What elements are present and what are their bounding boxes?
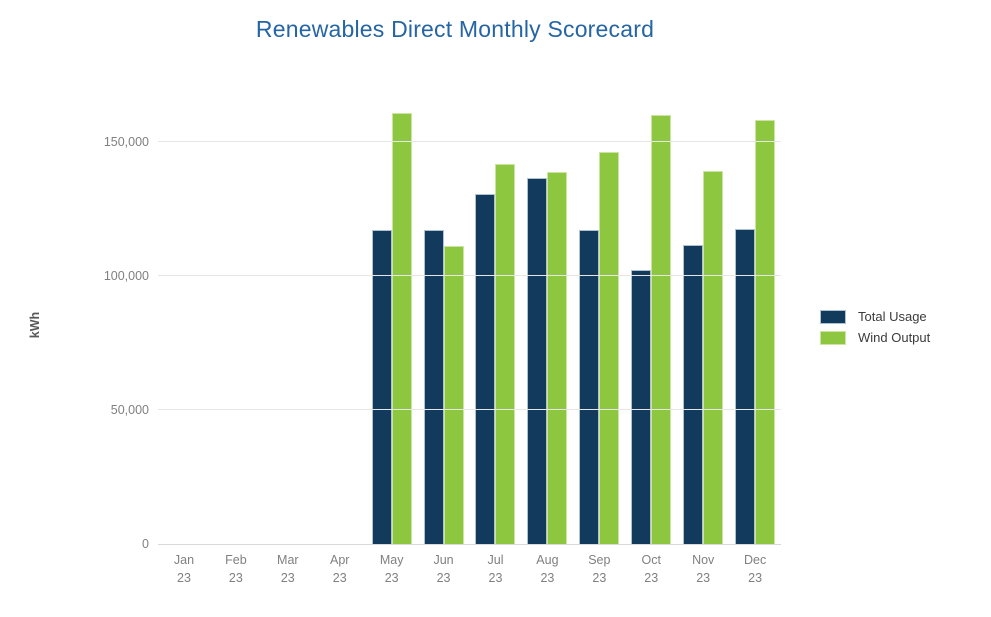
gridline-100000 xyxy=(158,274,781,276)
category-column-jul-23: Jul 23 xyxy=(470,100,522,585)
bar-wind-output-may-23[interactable] xyxy=(391,113,412,544)
category-column-oct-23: Oct 23 xyxy=(625,100,677,585)
x-tick-label-jan-23: Jan 23 xyxy=(173,553,195,585)
legend: Total Usage Wind Output xyxy=(820,309,930,345)
category-column-dec-23: Dec 23 xyxy=(729,100,781,585)
category-column-nov-23: Nov 23 xyxy=(677,100,729,585)
category-column-may-23: May 23 xyxy=(366,100,418,585)
y-tick-label-50000: 50,000 xyxy=(110,402,149,417)
plot-area: Jan 23 Feb 23 Mar 23 Apr 23 May 23 Jun 23 Jul 23 Aug 23… xyxy=(104,100,781,585)
x-tick-label-sep-23: Sep 23 xyxy=(588,553,611,585)
category-column-jan-23: Jan 23 xyxy=(158,100,210,585)
y-axis-label: kWh xyxy=(28,311,42,339)
bar-total-usage-jul-23[interactable] xyxy=(475,193,496,544)
bar-total-usage-oct-23[interactable] xyxy=(631,270,652,544)
bar-wind-output-oct-23[interactable] xyxy=(651,114,672,544)
category-column-mar-23: Mar 23 xyxy=(262,100,314,585)
y-tick-label-100000: 100,000 xyxy=(103,268,149,283)
bar-columns: Jan 23 Feb 23 Mar 23 Apr 23 May 23 Jun 23 Jul 23 Aug 23… xyxy=(158,100,781,585)
legend-label-total-usage: Total Usage xyxy=(858,309,927,324)
x-tick-label-jun-23: Jun 23 xyxy=(433,553,454,585)
bar-wind-output-nov-23[interactable] xyxy=(703,171,724,544)
category-column-apr-23: Apr 23 xyxy=(314,100,366,585)
x-tick-label-feb-23: Feb 23 xyxy=(225,553,247,585)
x-tick-label-jul-23: Jul 23 xyxy=(487,553,504,585)
category-column-jun-23: Jun 23 xyxy=(418,100,470,585)
category-column-aug-23: Aug 23 xyxy=(521,100,573,585)
bar-wind-output-jun-23[interactable] xyxy=(443,246,464,544)
category-column-feb-23: Feb 23 xyxy=(210,100,262,585)
bar-total-usage-may-23[interactable] xyxy=(371,230,392,544)
x-tick-label-oct-23: Oct 23 xyxy=(641,553,661,585)
bar-total-usage-sep-23[interactable] xyxy=(579,230,600,544)
legend-item-total-usage[interactable]: Total Usage xyxy=(820,309,930,324)
x-tick-label-nov-23: Nov 23 xyxy=(692,553,715,585)
x-tick-label-may-23: May 23 xyxy=(379,553,404,585)
bar-total-usage-jun-23[interactable] xyxy=(423,230,444,544)
category-column-sep-23: Sep 23 xyxy=(573,100,625,585)
x-tick-label-mar-23: Mar 23 xyxy=(277,553,299,585)
x-tick-label-aug-23: Aug 23 xyxy=(536,553,559,585)
bar-wind-output-dec-23[interactable] xyxy=(755,120,776,544)
gridline-150000 xyxy=(158,140,781,142)
bar-wind-output-jul-23[interactable] xyxy=(495,164,516,544)
y-tick-label-150000: 150,000 xyxy=(103,134,149,149)
x-tick-label-dec-23: Dec 23 xyxy=(743,553,767,585)
chart-title: Renewables Direct Monthly Scorecard xyxy=(255,16,655,42)
x-tick-label-apr-23: Apr 23 xyxy=(330,553,350,585)
legend-swatch-wind-output xyxy=(820,330,846,345)
legend-swatch-total-usage xyxy=(820,309,846,324)
bar-total-usage-dec-23[interactable] xyxy=(735,228,756,544)
bar-wind-output-aug-23[interactable] xyxy=(547,172,568,544)
y-tick-label-0: 0 xyxy=(142,537,149,551)
bar-wind-output-sep-23[interactable] xyxy=(599,152,620,544)
legend-item-wind-output[interactable]: Wind Output xyxy=(820,330,930,345)
bar-total-usage-aug-23[interactable] xyxy=(527,177,548,544)
bar-total-usage-nov-23[interactable] xyxy=(683,244,704,544)
gridline-50000 xyxy=(158,408,781,410)
legend-label-wind-output: Wind Output xyxy=(858,330,931,345)
